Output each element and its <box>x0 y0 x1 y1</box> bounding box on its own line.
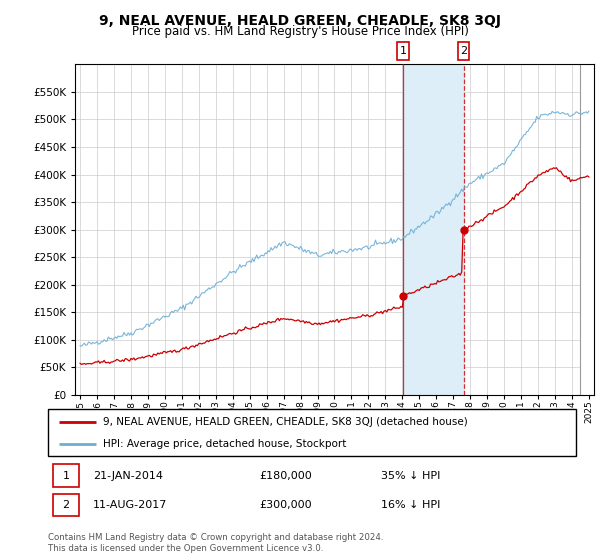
FancyBboxPatch shape <box>53 494 79 516</box>
Bar <box>403 64 464 395</box>
Text: 1: 1 <box>62 470 70 480</box>
Text: 9, NEAL AVENUE, HEALD GREEN, CHEADLE, SK8 3QJ (detached house): 9, NEAL AVENUE, HEALD GREEN, CHEADLE, SK… <box>103 417 468 427</box>
Text: £180,000: £180,000 <box>259 470 312 480</box>
FancyBboxPatch shape <box>53 464 79 487</box>
Text: Price paid vs. HM Land Registry's House Price Index (HPI): Price paid vs. HM Land Registry's House … <box>131 25 469 38</box>
Text: 1: 1 <box>400 46 407 56</box>
Text: HPI: Average price, detached house, Stockport: HPI: Average price, detached house, Stoc… <box>103 438 347 449</box>
Text: 35% ↓ HPI: 35% ↓ HPI <box>380 470 440 480</box>
Text: 9, NEAL AVENUE, HEALD GREEN, CHEADLE, SK8 3QJ: 9, NEAL AVENUE, HEALD GREEN, CHEADLE, SK… <box>99 14 501 28</box>
Bar <box>580 64 594 395</box>
Text: £300,000: £300,000 <box>259 500 312 510</box>
FancyBboxPatch shape <box>48 409 576 456</box>
Text: Contains HM Land Registry data © Crown copyright and database right 2024.
This d: Contains HM Land Registry data © Crown c… <box>48 533 383 553</box>
FancyBboxPatch shape <box>458 42 469 60</box>
Text: 2: 2 <box>62 500 70 510</box>
Text: 21-JAN-2014: 21-JAN-2014 <box>93 470 163 480</box>
FancyBboxPatch shape <box>397 42 409 60</box>
Text: 11-AUG-2017: 11-AUG-2017 <box>93 500 167 510</box>
Text: 16% ↓ HPI: 16% ↓ HPI <box>380 500 440 510</box>
Text: 2: 2 <box>460 46 467 56</box>
